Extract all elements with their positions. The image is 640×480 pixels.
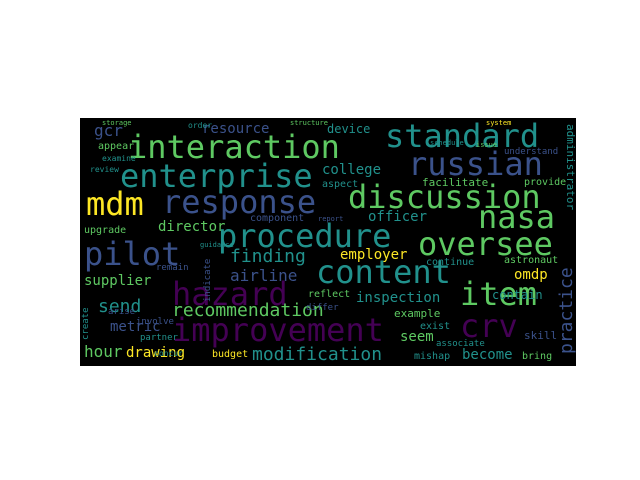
word-system: system (486, 119, 512, 127)
word-standard: standard (385, 118, 540, 155)
word-supplier: supplier (84, 273, 152, 289)
word-employer: employer (340, 247, 408, 263)
word-russian: russian (408, 145, 543, 183)
word-structure: structure (290, 119, 328, 127)
word-enterprise: enterprise (120, 157, 313, 195)
word-send: send (98, 296, 142, 317)
word-report: report (318, 215, 344, 223)
word-hazard: hazard (172, 275, 288, 313)
word-contain: contain (492, 288, 543, 302)
word-appear: appear (98, 141, 135, 152)
word-hour: hour (84, 342, 123, 361)
word-omdp: omdp (514, 267, 548, 283)
word-administrator: administrator (564, 124, 576, 211)
word-remain: remain (156, 263, 189, 273)
word-provide: provide (524, 177, 567, 188)
word-modification: modification (252, 344, 383, 365)
word-airline: airline (230, 266, 298, 285)
word-example: example (394, 307, 441, 320)
word-issue: issue (476, 141, 498, 149)
word-content: content (316, 253, 451, 291)
word-metric: metric (110, 319, 161, 335)
word-seem: seem (400, 329, 434, 345)
word-pilot: pilot (84, 235, 181, 273)
word-storage: storage (102, 119, 132, 127)
word-officer: officer (368, 209, 428, 225)
word-order: order (188, 121, 213, 130)
word-drawing: drawing (126, 345, 186, 361)
word-component: component (250, 213, 305, 224)
word-partner: partner (140, 333, 178, 343)
word-device: device (327, 122, 371, 136)
word-become: become (462, 347, 513, 363)
word-upgrade: upgrade (84, 225, 127, 236)
word-schedule: schedule (430, 139, 464, 147)
word-item: item (460, 275, 538, 313)
word-bring: bring (522, 351, 553, 362)
word-interaction: interaction (128, 128, 340, 166)
word-create: create (81, 307, 91, 340)
word-astronaut: astronaut (504, 255, 559, 266)
word-discussion: discussion (348, 178, 541, 216)
word-college: college (322, 162, 382, 178)
word-understand: understand (504, 147, 559, 157)
word-improvement: improvement (172, 311, 384, 349)
word-facilitate: facilitate (422, 176, 489, 189)
word-aspect: aspect (322, 179, 359, 190)
word-review: review (90, 165, 119, 174)
word-crv: crv (460, 307, 518, 345)
word-associate: associate (436, 339, 485, 349)
word-response: response (162, 183, 317, 221)
word-oversee: oversee (418, 225, 553, 263)
word-arise: arise (108, 307, 136, 317)
word-reflect: reflect (308, 289, 351, 300)
word-cloud: gcr resource structure device standard i… (80, 118, 576, 366)
word-concur: concur (154, 349, 183, 358)
word-mdm: mdm (86, 185, 144, 223)
word-recommendation: recommendation (172, 300, 324, 321)
word-finding: finding (230, 246, 306, 267)
word-indicate: indicate (203, 258, 213, 302)
word-exist: exist (420, 321, 451, 332)
word-involve: involve (136, 317, 174, 327)
word-continue: continue (426, 257, 475, 268)
word-director: director (158, 219, 226, 235)
word-nasa: nasa (478, 198, 556, 236)
word-procedure: procedure (218, 217, 392, 255)
word-skill: skill (524, 329, 558, 342)
word-mishap: mishap (414, 351, 451, 362)
word-budget: budget (212, 349, 249, 360)
word-resource: resource (202, 121, 270, 137)
word-differ: differ (306, 303, 339, 313)
word-gcr: gcr (94, 121, 123, 140)
word-inspection: inspection (356, 290, 441, 306)
word-guidance: guidance (200, 241, 234, 249)
word-examine: examine (102, 154, 136, 163)
word-practice: practice (556, 267, 576, 354)
